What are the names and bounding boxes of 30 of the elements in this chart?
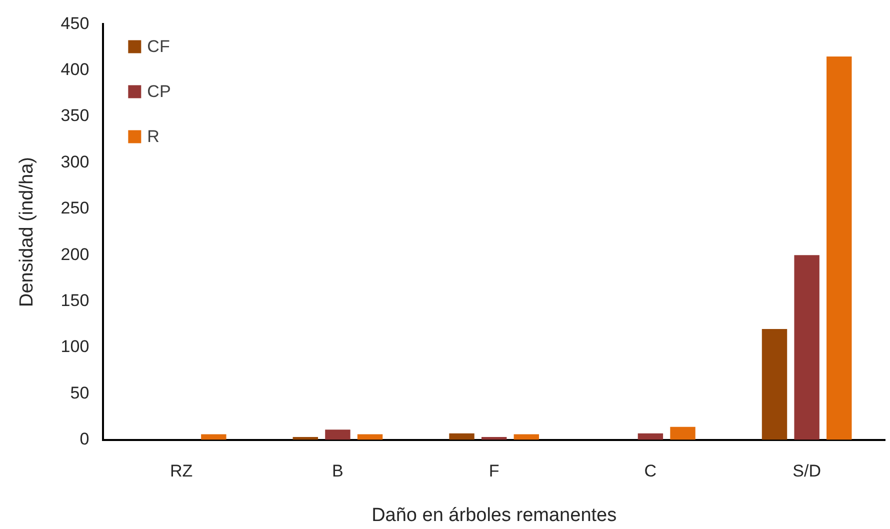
legend-label: CF — [147, 36, 170, 56]
legend-label: CP — [147, 82, 171, 101]
y-tick-label: 350 — [60, 106, 90, 126]
y-tick-label: 0 — [80, 429, 90, 448]
bar — [201, 434, 226, 440]
bar — [794, 255, 820, 440]
y-tick-label: 200 — [60, 244, 90, 264]
y-tick-label: 250 — [60, 198, 90, 218]
y-tick-label: 50 — [70, 383, 90, 402]
bar — [638, 433, 664, 440]
x-axis-title: Daño en árboles remanentes — [372, 504, 617, 526]
x-tick-label: RZ — [170, 462, 193, 481]
bar — [325, 430, 350, 440]
bar — [292, 437, 318, 440]
x-tick-label: B — [332, 462, 344, 481]
bar — [826, 56, 852, 440]
y-tick-label: 100 — [60, 337, 90, 356]
bar — [449, 433, 474, 440]
y-tick-label: 300 — [60, 152, 90, 172]
y-tick-label: 400 — [60, 60, 90, 80]
x-tick-label: C — [644, 462, 657, 481]
y-tick-label: 150 — [60, 290, 90, 310]
bar — [762, 328, 788, 440]
x-tick-label: F — [488, 462, 500, 481]
x-tick-label: S/D — [792, 462, 821, 481]
bar — [481, 437, 507, 440]
legend-label: R — [147, 126, 160, 146]
y-tick-label: 450 — [60, 14, 90, 33]
y-axis-title: Densidad (ind/ha) — [16, 157, 38, 307]
bar — [670, 426, 696, 440]
